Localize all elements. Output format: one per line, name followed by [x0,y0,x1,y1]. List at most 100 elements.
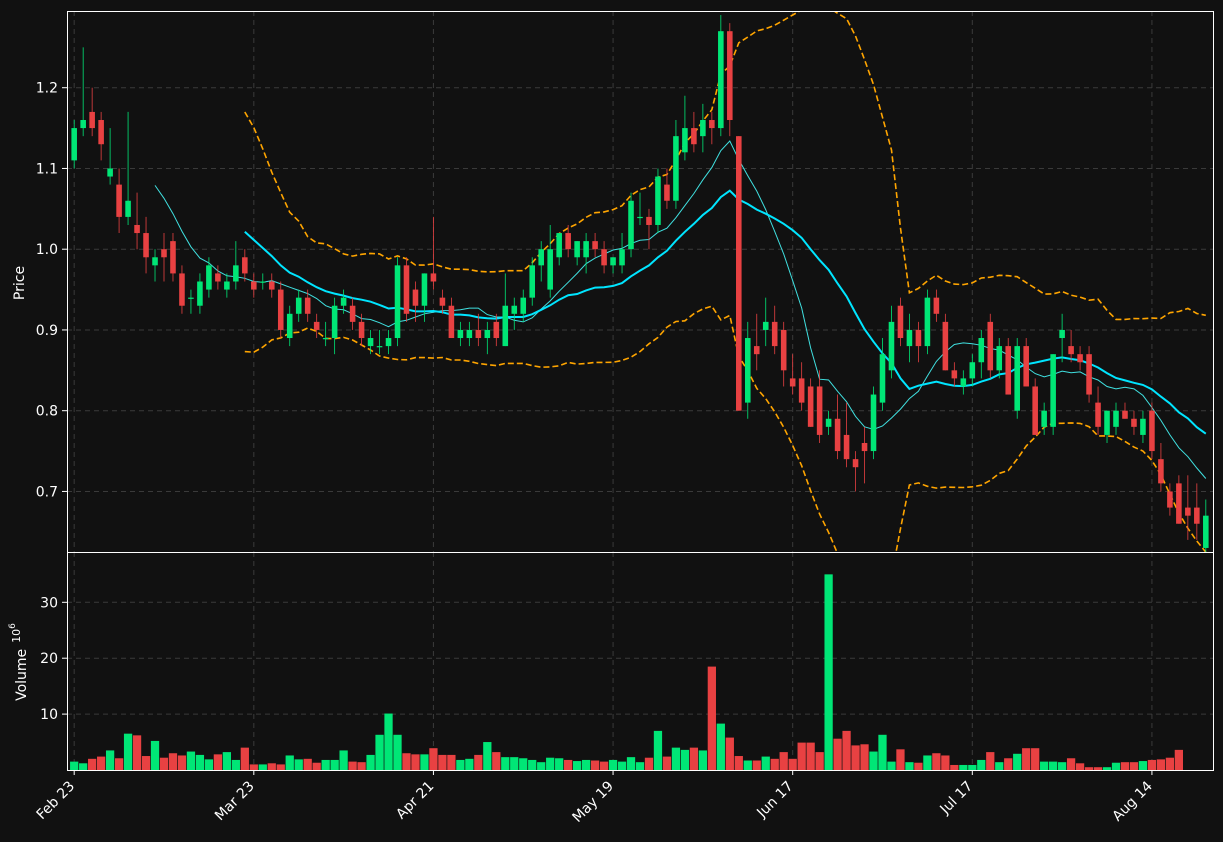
volume-bar [105,750,115,770]
volume-bar [1102,767,1112,770]
volume-bar [177,755,187,770]
candle-body [197,281,203,306]
volume-bar [1013,753,1022,770]
volume-bar [186,751,196,770]
volume-axis-exponent: 6 [8,623,18,629]
candle-body [152,257,158,266]
candle-body [1194,507,1200,524]
volume-bar [384,713,393,770]
candle-body [475,329,482,339]
volume-bar [1004,758,1013,770]
volume-bar [70,761,79,770]
volume-bar [420,754,429,770]
price-axis-title: Price [12,266,28,300]
price-tick-label: 1.0 [36,242,58,258]
candle-body [520,297,527,314]
volume-bar [1057,762,1067,770]
candle-body [825,418,832,427]
volume-bar [564,759,573,770]
volume-bar [393,734,402,770]
volume-bar [537,762,546,770]
candle-body [1095,402,1101,427]
candle-body [610,257,616,266]
volume-bar [1111,762,1121,770]
price-tick-label: 1.1 [36,161,58,177]
candle-body [753,346,760,355]
volume-bar [132,735,142,770]
volume-bar [995,762,1004,770]
candle-body [313,321,320,330]
candle-body [673,136,679,201]
volume-bar [932,753,941,770]
candle-body [816,386,823,435]
volume-bar [662,756,672,770]
candle-body [322,338,329,340]
volume-tick-label: 20 [40,651,58,667]
candle-body [233,265,239,282]
volume-bar [959,764,968,770]
candle-body [421,273,428,306]
volume-bar [770,758,779,770]
volume-bar [707,666,716,770]
volume-bar [1147,759,1157,770]
candle-body [448,305,455,339]
candle-body [870,394,877,452]
volume-bar [698,750,707,770]
volume-bar [231,759,240,770]
candle-body [718,31,724,129]
candle-body [637,216,643,219]
candle-body [987,321,994,371]
volume-bar [788,758,797,770]
candle-body [1023,346,1029,387]
volume-bar [1049,761,1058,770]
volume-bar [294,759,303,770]
candle-body [1131,418,1137,427]
candle-body [1176,483,1182,524]
candle-body [179,273,185,306]
candle-body [780,329,787,371]
volume-bar [950,764,959,770]
volume-bar [626,757,636,770]
volume-bar [465,758,474,770]
candle-body [484,329,491,339]
candle-body [1050,354,1056,427]
volume-bar [357,762,366,770]
volume-bar [806,742,815,770]
candle-body [682,128,688,153]
volume-bar [1075,763,1085,770]
candle-body [1158,459,1164,484]
volume-bar [213,754,223,770]
volume-bar [330,759,339,770]
candle-body [1140,418,1146,435]
candle-body [107,168,113,177]
candle-body [834,418,841,452]
candle-body [574,241,580,258]
candle-body [942,321,949,371]
candle-body [125,200,131,217]
candle-body [1104,410,1110,435]
volume-bar [1165,757,1175,770]
candle-body [996,346,1003,371]
candle-body [80,120,86,129]
candle-body [951,370,958,379]
volume-bar [519,758,528,770]
volume-bar [96,756,106,770]
volume-bar [159,757,169,770]
volume-bar [635,762,645,770]
volume-bar [141,756,151,770]
candle-body [843,434,850,460]
volume-bar [743,760,752,770]
candle-body [295,297,302,314]
candle-body [367,338,374,347]
volume-bar [590,760,600,770]
candle-body [349,305,356,322]
volume-bar [599,761,609,770]
candle-body [547,249,553,290]
candle-body [861,442,868,452]
candle-body [1113,410,1119,427]
volume-bar [905,762,914,770]
volume-bar [114,758,124,770]
candle-body [565,233,571,250]
price-tick-label: 0.9 [36,323,58,339]
